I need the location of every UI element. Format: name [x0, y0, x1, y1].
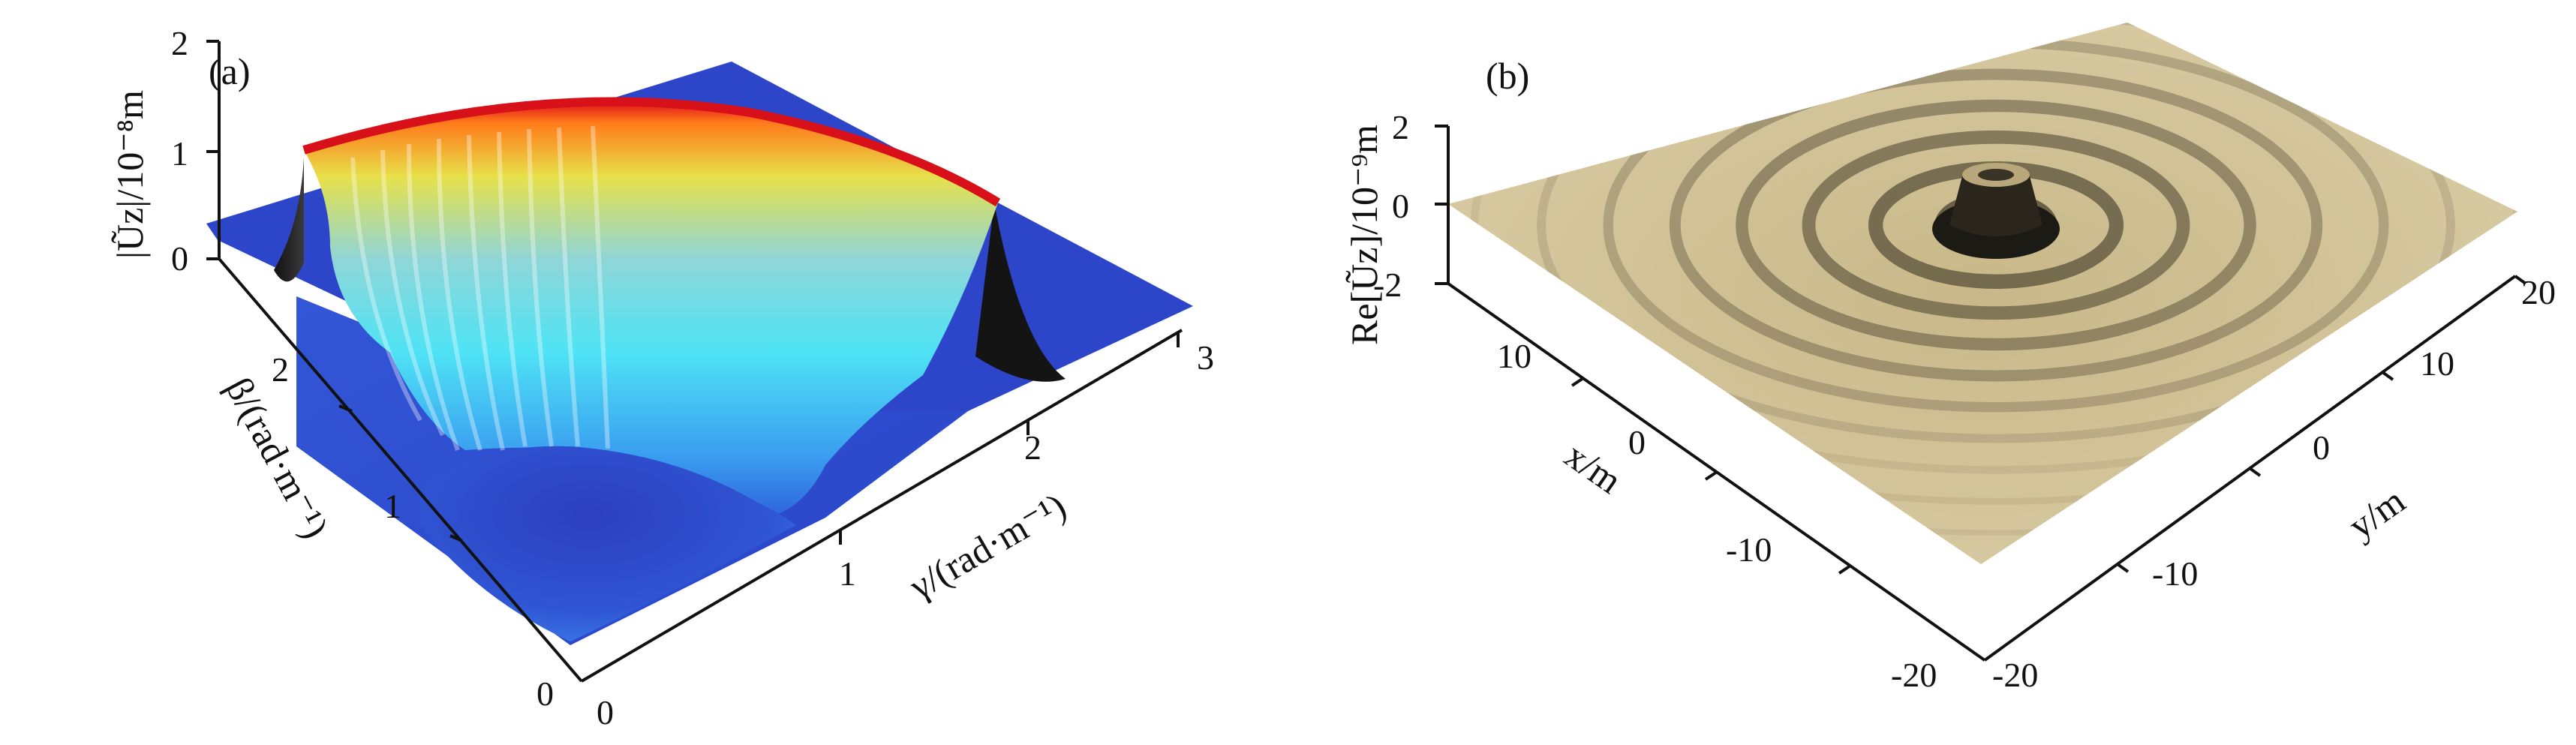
- x-tick-a-2: 2: [1024, 428, 1042, 467]
- x-tick-a-3: 3: [1197, 338, 1214, 377]
- ripple-ring: [1448, 23, 2517, 505]
- surface-a-ring: [304, 101, 998, 518]
- surface-a-center: [420, 446, 795, 641]
- ripple-ring: [1537, 23, 2455, 443]
- y-axis-label-b: y/m: [2340, 479, 2412, 547]
- surface-b-center-bump: [1932, 163, 2060, 259]
- panel-a: 2 1 0 2 1 0 0 1 2 3 (a) |Ũz|/10⁻⁸m β/(ra…: [109, 24, 1214, 731]
- z-tick-a-2: 2: [171, 24, 188, 62]
- z-tick-a-1: 1: [171, 134, 188, 173]
- panel-b: 2 0 -2 10 0 -10 -20 -20 -10 0 10 20 (b) …: [1343, 23, 2556, 694]
- z-tick-b-2: 2: [1392, 108, 1409, 146]
- z-axis-label-a: |Ũz|/10⁻⁸m: [109, 90, 151, 259]
- x-axis-a: [580, 329, 1183, 683]
- x-axis-label-b: x/m: [1558, 434, 1630, 502]
- surface-b-plane: [1448, 23, 2517, 564]
- x-tick-b-neg20: -20: [1891, 656, 1937, 694]
- ripple-ring: [1802, 130, 2190, 320]
- z-tick-b-0: 0: [1392, 187, 1409, 225]
- surface-a-right-wall: [975, 203, 1066, 382]
- y-tick-a-0: 0: [537, 674, 554, 713]
- x-tick-b-0: 0: [1628, 423, 1646, 461]
- x-axis-label-a: γ/(rad·m⁻¹): [902, 485, 1073, 608]
- y-axis-a: [218, 257, 583, 683]
- surface-a-ridges: [350, 125, 610, 452]
- y-tick-b-0: 0: [2313, 428, 2330, 467]
- y-tick-a-2: 2: [272, 350, 289, 389]
- y-tick-a-1: 1: [384, 487, 401, 525]
- x-tick-b-10: 10: [1497, 337, 1531, 375]
- y-tick-b-10: 10: [2420, 344, 2454, 383]
- y-tick-b-neg10: -10: [2152, 554, 2198, 593]
- z-axis-label-b: Re[Ũz]/10⁻⁹m: [1343, 125, 1385, 345]
- surface-a-left-wall: [274, 158, 304, 282]
- ripple-ring: [1669, 68, 2323, 382]
- z-tick-a-0: 0: [171, 239, 188, 278]
- x-tick-b-neg10: -10: [1726, 530, 1772, 569]
- x-tick-a-0: 0: [597, 693, 614, 731]
- panel-label-b: (b): [1486, 55, 1529, 97]
- z-tick-b-neg2: -2: [1373, 266, 1402, 304]
- y-tick-b-20: 20: [2521, 273, 2556, 311]
- y-tick-b-neg20: -20: [1992, 656, 2038, 694]
- ripple-ring: [1448, 23, 2517, 536]
- x-tick-a-1: 1: [839, 554, 856, 593]
- ripple-ring: [1736, 99, 2256, 351]
- panel-label-a: (a): [209, 50, 251, 92]
- surface-a-peak-rim: [302, 97, 1001, 207]
